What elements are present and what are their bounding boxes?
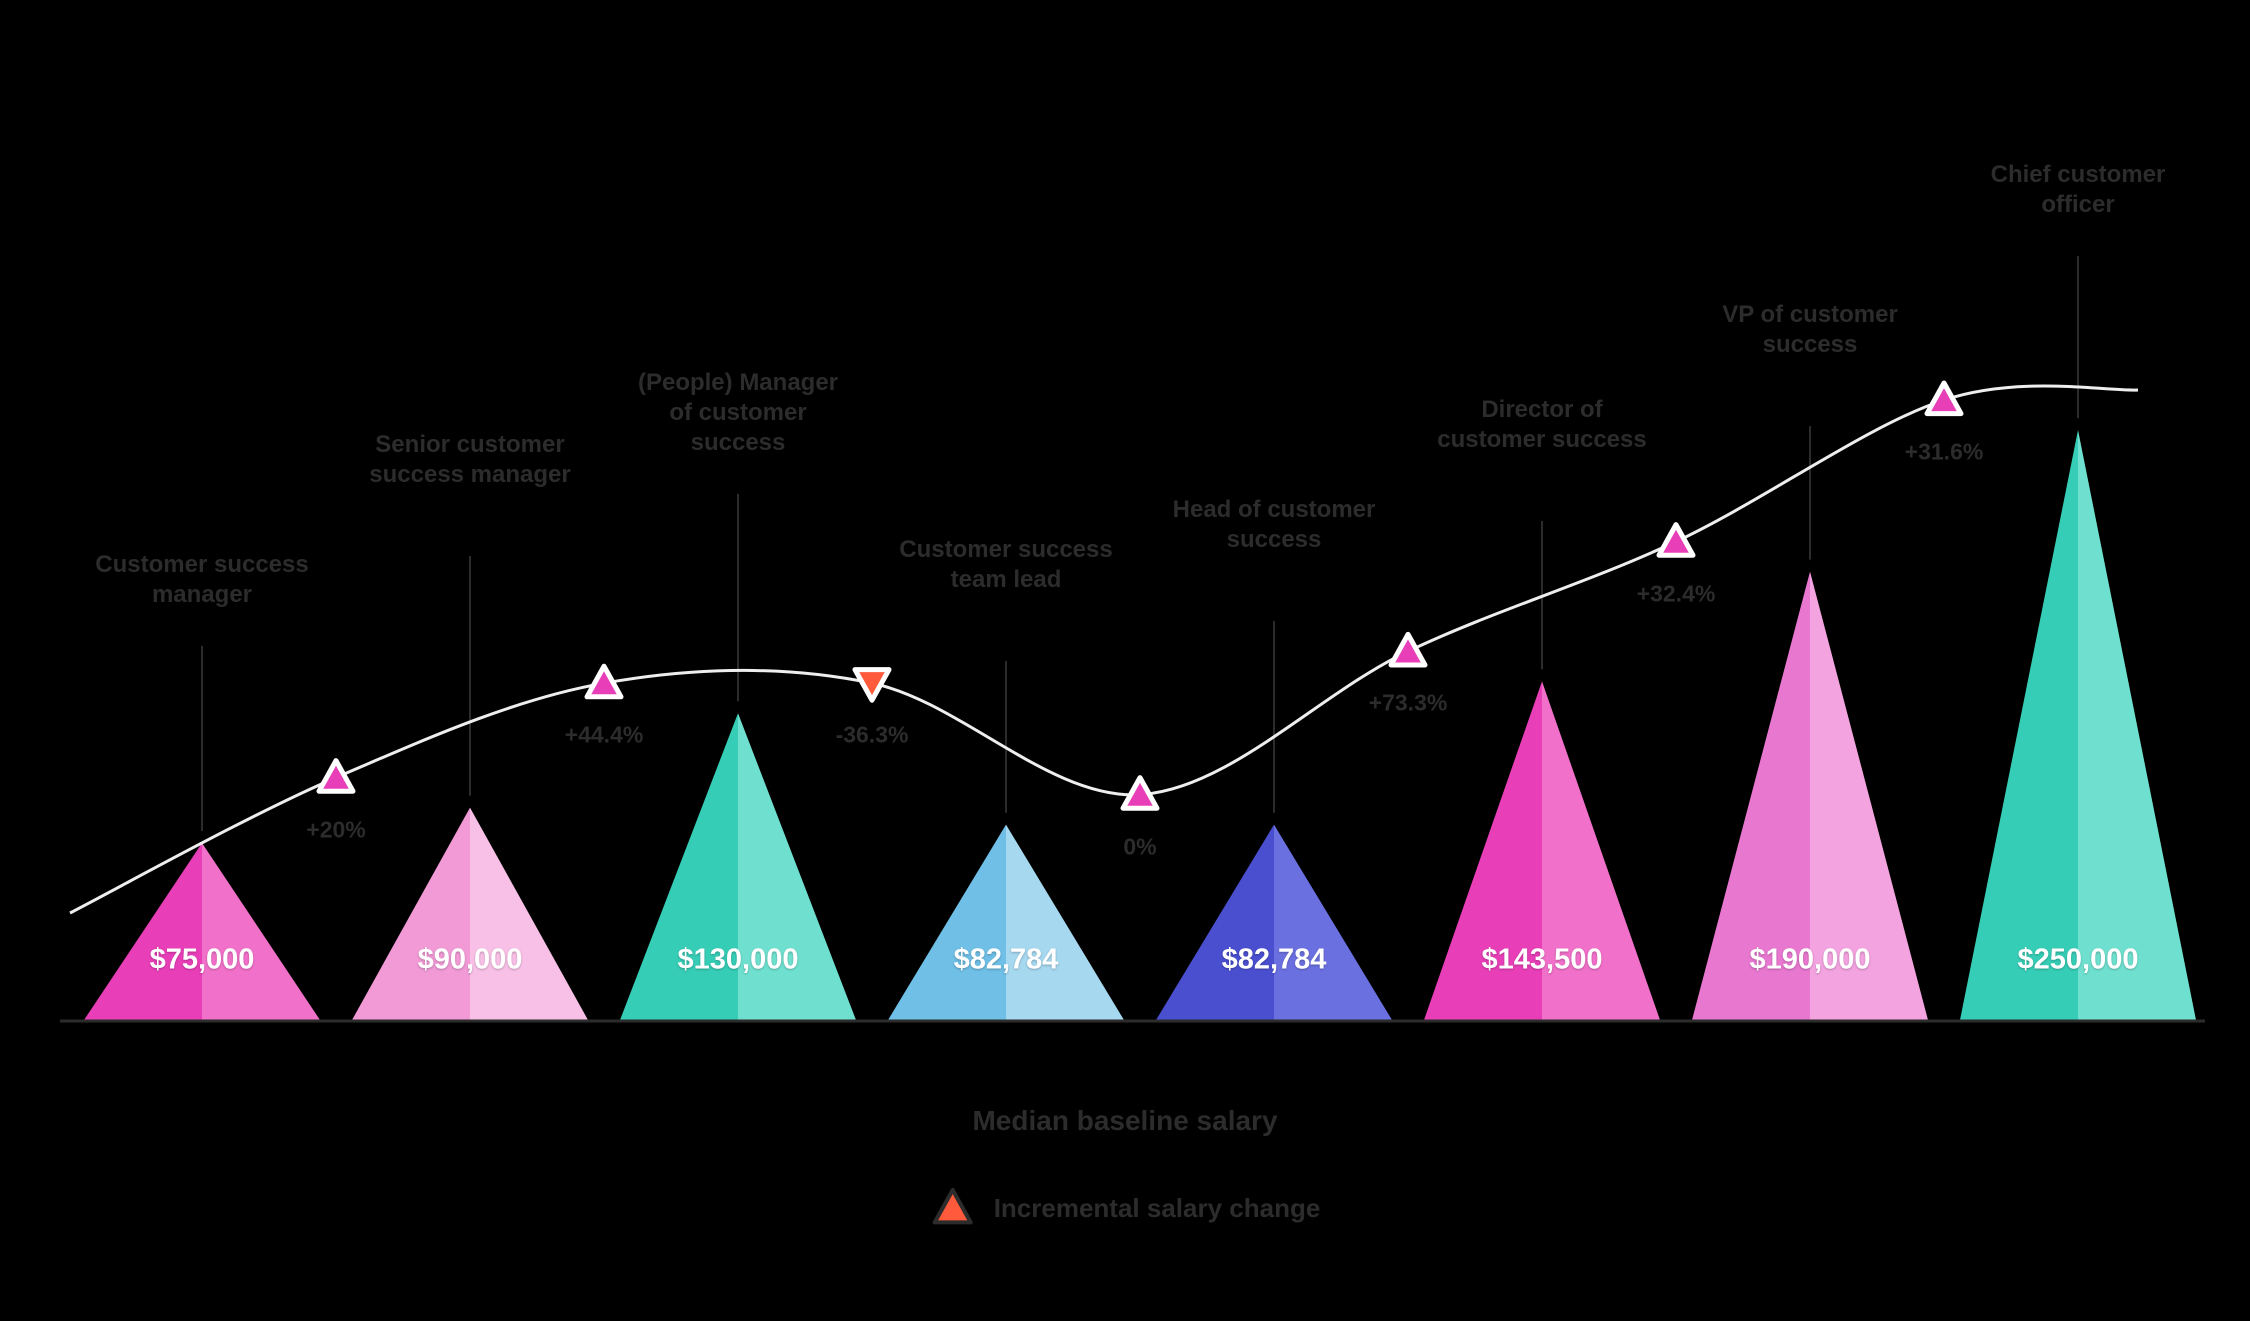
change-label: +32.4% xyxy=(1637,580,1716,607)
salary-label: $82,784 xyxy=(954,944,1059,977)
peak-right xyxy=(1006,825,1124,1020)
salary-label: $75,000 xyxy=(150,944,255,977)
peak-left xyxy=(1156,825,1274,1020)
change-label: +44.4% xyxy=(565,722,644,749)
role-label: Customer success manager xyxy=(92,550,312,610)
change-marker xyxy=(1659,525,1693,556)
peak-left xyxy=(1960,430,2078,1020)
role-label: Director of customer success xyxy=(1432,395,1652,455)
legend-marker-icon xyxy=(930,1185,976,1231)
change-label: +20% xyxy=(306,816,365,843)
role-label: Senior customer success manager xyxy=(360,430,580,490)
role-label: VP of customer success xyxy=(1700,300,1920,360)
salary-label: $130,000 xyxy=(678,944,799,977)
salary-label: $143,500 xyxy=(1482,944,1603,977)
change-label: 0% xyxy=(1123,833,1156,860)
chart-caption: Median baseline salary xyxy=(972,1105,1277,1137)
change-label: +31.6% xyxy=(1905,439,1984,466)
role-label: Customer success team lead xyxy=(896,535,1116,595)
salary-label: $82,784 xyxy=(1222,944,1327,977)
change-label: -36.3% xyxy=(836,722,909,749)
role-label: (People) Manager of customer success xyxy=(628,368,848,458)
change-marker xyxy=(1927,383,1961,414)
change-marker xyxy=(319,761,353,792)
salary-label: $250,000 xyxy=(2018,944,2139,977)
peak-right xyxy=(202,843,320,1020)
change-label: +73.3% xyxy=(1369,690,1448,717)
legend-text: Incremental salary change xyxy=(994,1193,1321,1224)
legend: Incremental salary change xyxy=(930,1185,1321,1231)
role-label: Chief customer officer xyxy=(1968,160,2188,220)
salary-infographic: +20% +44.4% -36.3% 0% +73.3% +32.4% +31.6% Cust… xyxy=(0,0,2250,1321)
peak-left xyxy=(888,825,1006,1020)
salary-label: $90,000 xyxy=(418,944,523,977)
peak-right xyxy=(1274,825,1392,1020)
role-label: Head of customer success xyxy=(1164,495,1384,555)
peak-right xyxy=(2078,430,2196,1020)
peak-left xyxy=(352,808,470,1020)
salary-label: $190,000 xyxy=(1750,944,1871,977)
peak-right xyxy=(470,808,588,1020)
peak-left xyxy=(84,843,202,1020)
change-marker xyxy=(1391,634,1425,665)
